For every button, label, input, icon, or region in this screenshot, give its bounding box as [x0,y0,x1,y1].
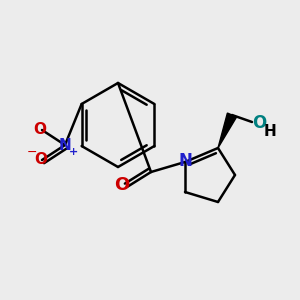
Text: H: H [264,124,276,139]
Text: O: O [114,176,130,194]
Text: +: + [68,147,78,157]
Polygon shape [218,113,237,148]
Text: N: N [58,137,71,152]
Text: −: − [27,146,37,158]
Text: O: O [252,114,266,132]
Text: O: O [34,122,46,137]
Text: N: N [178,152,192,170]
Text: O: O [34,152,47,167]
